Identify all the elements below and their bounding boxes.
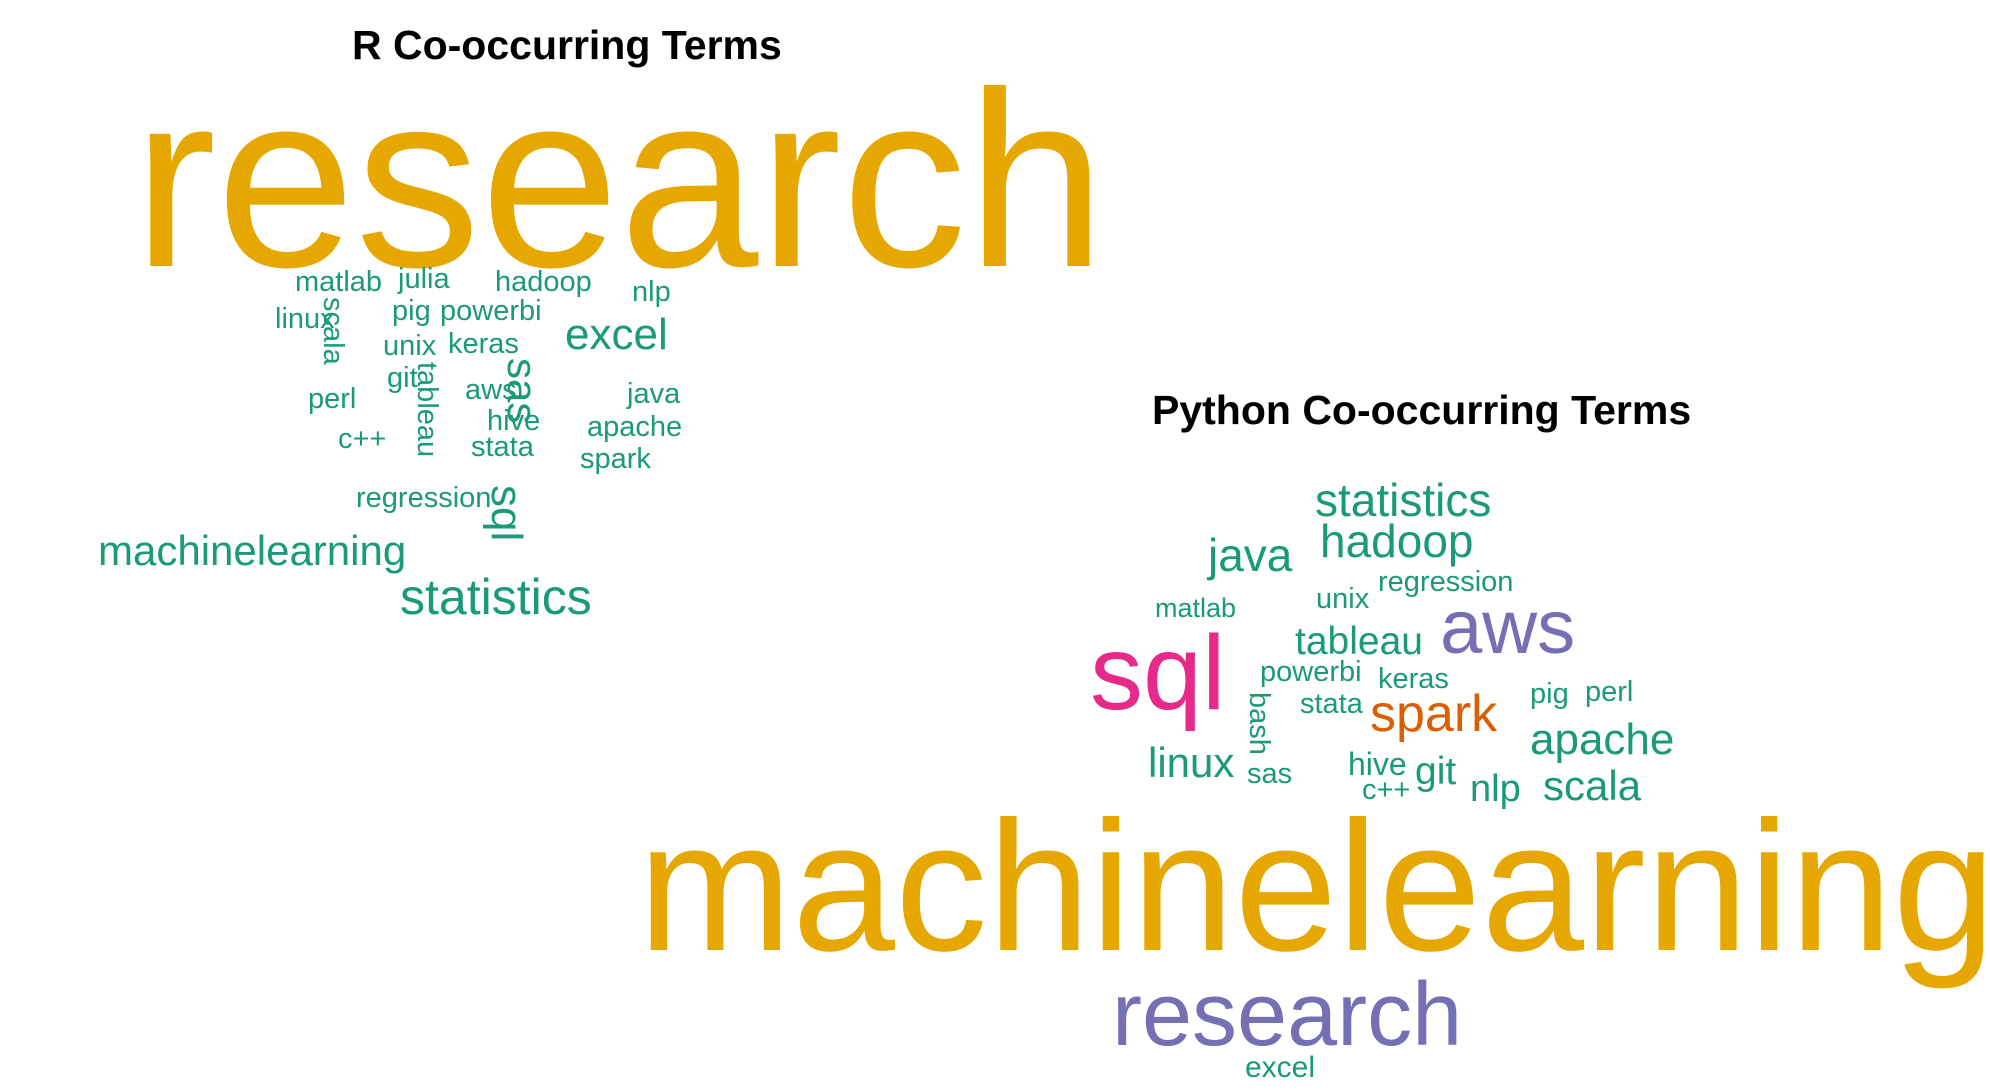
word-r-linux: linux [275,303,335,335]
word-r-sql: sql [482,485,531,542]
word-python-sql: sql [1090,614,1226,732]
word-r-powerbi: powerbi [440,295,542,327]
word-python-linux: linux [1148,739,1235,786]
word-python-scala: scala [1543,762,1642,809]
word-python-tableau: tableau [1295,620,1423,663]
word-python-nlp: nlp [1470,768,1521,810]
word-python-java: java [1208,529,1293,581]
word-python-unix: unix [1316,583,1370,615]
word-python-pig: pig [1530,678,1569,710]
word-python-matlab: matlab [1155,593,1237,623]
word-python-regression: regression [1378,566,1514,598]
word-r-machinelearning: machinelearning [98,527,407,574]
word-r-regression: regression [356,482,492,514]
word-python-spark: spark [1370,685,1498,743]
r-cloud-title: R Co-occurring Terms [352,22,782,68]
word-r-keras: keras [448,328,519,360]
word-python-apache: apache [1530,715,1675,764]
word-r-cplusplus: c++ [338,423,387,455]
word-python-git: git [1415,750,1457,793]
word-python-keras: keras [1378,663,1449,695]
word-r-git: git [387,362,418,394]
word-python-statistics: statistics [1315,474,1492,526]
word-r-nlp: nlp [632,276,671,308]
word-python-powerbi: powerbi [1260,656,1362,688]
word-python-sas: sas [1247,758,1293,790]
word-r-spark: spark [580,443,651,475]
word-r-pig: pig [392,295,431,327]
word-python-bash: bash [1243,692,1275,755]
word-r-perl: perl [308,383,357,415]
python-cloud-title: Python Co-occurring Terms [1152,387,1692,433]
word-r-stata: stata [471,431,534,463]
word-r-tableau: tableau [411,362,443,458]
word-python-excel: excel [1245,1051,1316,1084]
word-r-excel: excel [565,310,668,359]
word-python-aws: aws [1440,585,1576,670]
word-r-scala: scala [317,297,349,365]
word-r-matlab: matlab [295,266,383,298]
word-python-cplusplus: c++ [1362,774,1411,806]
word-python-machinelearning: machinelearning [638,784,1990,990]
word-python-hive: hive [1348,746,1407,782]
word-python-stata: stata [1300,688,1363,720]
word-r-hive: hive [487,405,541,437]
word-python-hadoop: hadoop [1320,515,1474,567]
word-python-research: research [1112,965,1463,1065]
word-r-julia: julia [398,263,450,295]
word-r-research: research [133,40,1106,319]
word-r-aws: aws [465,374,517,406]
word-r-unix: unix [383,330,437,362]
word-r-statistics: statistics [400,569,592,625]
word-python-perl: perl [1585,676,1634,708]
word-r-java: java [627,378,681,410]
word-r-hadoop: hadoop [495,266,592,298]
word-r-apache: apache [587,411,683,443]
